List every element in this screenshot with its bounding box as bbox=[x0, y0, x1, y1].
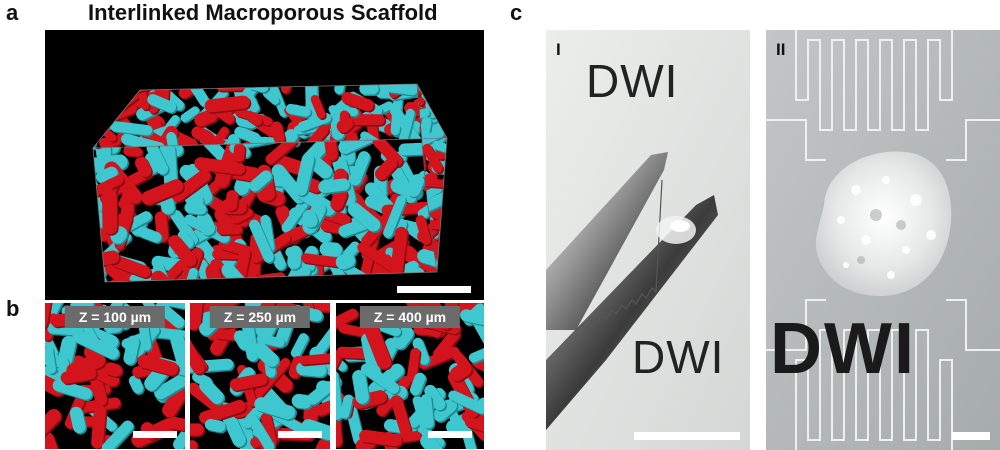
photo-chip: DWI II bbox=[766, 30, 1000, 450]
scale-bar-b1 bbox=[133, 431, 177, 438]
photo-numeral-ii: II bbox=[776, 40, 786, 59]
chip-scene bbox=[766, 30, 1000, 450]
z-slice-100: Z = 100 µm bbox=[45, 303, 185, 449]
scale-bar-a bbox=[397, 286, 471, 293]
panel-letter-a: a bbox=[6, 0, 19, 25]
scale-bar-b3 bbox=[428, 431, 472, 438]
panel-a-title: Interlinked Macroporous Scaffold bbox=[88, 0, 438, 25]
z-slice-250: Z = 250 µm bbox=[190, 303, 330, 449]
z-slice-400: Z = 400 µm bbox=[336, 303, 484, 449]
panel-a-3d-render bbox=[45, 30, 484, 300]
z-slice-image bbox=[190, 303, 330, 449]
z-slice-label: Z = 250 µm bbox=[209, 306, 311, 328]
dwi-text-chip: DWI bbox=[770, 309, 916, 389]
dwi-text-bottom: DWI bbox=[632, 331, 725, 383]
scale-bar-c2 bbox=[952, 432, 990, 440]
photo-tweezers: DWI DWI I bbox=[546, 30, 750, 450]
panel-letter-b: b bbox=[6, 296, 20, 321]
panel-letter-c: c bbox=[510, 0, 523, 25]
scaffold-3d-image bbox=[92, 83, 448, 283]
scale-bar-b2 bbox=[278, 431, 322, 438]
z-slice-label: Z = 400 µm bbox=[359, 306, 461, 328]
scale-bar-c1 bbox=[634, 432, 740, 440]
z-slice-image bbox=[336, 303, 484, 449]
dwi-text-top: DWI bbox=[586, 55, 679, 107]
z-slice-label: Z = 100 µm bbox=[64, 306, 166, 328]
tweezers-scene bbox=[546, 30, 750, 450]
photo-numeral-i: I bbox=[556, 40, 561, 59]
